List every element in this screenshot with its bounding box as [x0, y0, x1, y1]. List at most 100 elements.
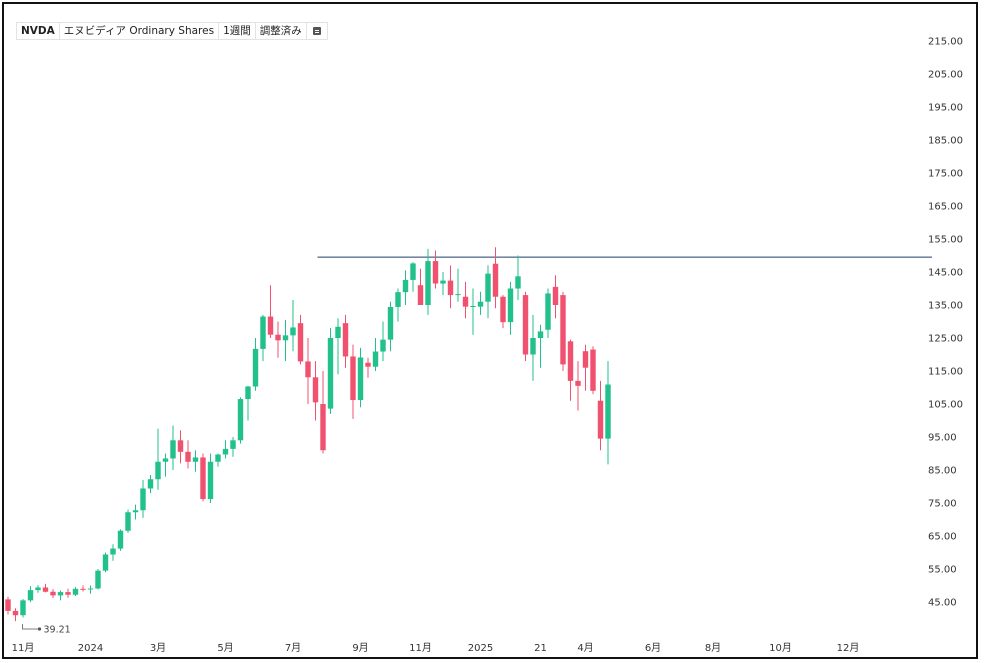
low-marker-dot [37, 627, 42, 631]
candle-body-up [537, 331, 544, 338]
candle-body-down [185, 451, 191, 462]
candle [230, 437, 236, 457]
candle-body-up [110, 548, 116, 555]
candle [582, 344, 589, 391]
list-icon[interactable] [305, 22, 328, 40]
candle [245, 385, 251, 421]
candle [170, 425, 176, 470]
time-tick-label: 6月 [645, 642, 661, 654]
candle-body-down [177, 440, 184, 452]
adjustment-label[interactable]: 調整済み [254, 22, 307, 40]
candle [410, 262, 416, 292]
candle-body-down [312, 377, 319, 403]
candle [485, 265, 491, 319]
candle-body-up [20, 600, 26, 616]
candles-layer [5, 247, 611, 622]
candle [50, 589, 56, 599]
candle-body-down [552, 286, 559, 305]
candle-body-down [275, 334, 281, 341]
candle [567, 339, 574, 401]
candle [12, 608, 19, 622]
candle-body-up [455, 294, 461, 296]
candle [132, 504, 139, 520]
candle-body-down [42, 587, 49, 592]
price-axis[interactable]: 45.00 55.00 65.00 75.00 85.00 95.00 105.00 115.… [928, 37, 963, 609]
candle-body-up [515, 276, 521, 289]
candle-body-down [567, 341, 574, 381]
candle [387, 301, 394, 352]
candle-body-up [485, 273, 491, 302]
candle-body-down [80, 588, 86, 590]
low-annotation: 39.21 [22, 624, 71, 636]
candle [552, 275, 559, 319]
price-tick-label: 55.00 [928, 565, 957, 576]
candle [110, 544, 116, 561]
candle-body-up [57, 592, 64, 596]
candle-body-up [237, 399, 244, 441]
candle [500, 295, 506, 329]
candle [20, 599, 26, 618]
candle-body-down [582, 351, 589, 368]
time-tick-label: 3月 [150, 642, 166, 654]
candle-body-down [417, 285, 424, 305]
time-axis[interactable]: 11月 2024 3月 5月 7月 9月 11月 2025 21 4月 6月 8月 10月 12月 [12, 642, 860, 654]
candle-body-down [50, 591, 56, 596]
price-tick-label: 165.00 [928, 202, 963, 213]
price-tick-label: 125.00 [928, 334, 963, 345]
candle [350, 344, 356, 419]
candle-body-up [530, 338, 536, 355]
low-marker-line [22, 624, 40, 630]
candle [102, 552, 109, 573]
candle [395, 288, 401, 322]
symbol-ticker[interactable]: NVDA [16, 22, 60, 40]
candle-body-up [95, 570, 101, 589]
candle-body-up [282, 335, 289, 341]
candle [200, 453, 206, 502]
price-tick-label: 175.00 [928, 169, 963, 180]
candle-body-down [65, 592, 71, 595]
candle-body-up [155, 461, 161, 480]
candle [252, 338, 259, 391]
candle-body-down [597, 400, 604, 439]
candle-body-up [245, 386, 251, 400]
interval-label[interactable]: 1週間 [218, 22, 256, 40]
price-tick-label: 105.00 [928, 400, 963, 411]
price-tick-label: 95.00 [928, 433, 957, 444]
time-tick-label: 7月 [285, 642, 301, 654]
candle-body-down [365, 362, 371, 367]
candle [275, 321, 281, 358]
time-tick-label: 2025 [468, 643, 493, 654]
candle [267, 285, 274, 338]
price-tick-label: 215.00 [928, 37, 963, 48]
candle-body-up [470, 305, 476, 307]
candle [432, 250, 439, 289]
candle [237, 397, 244, 444]
time-tick-label: 5月 [217, 642, 233, 654]
candle [222, 440, 229, 459]
candle [215, 453, 221, 467]
candle-body-down [462, 296, 469, 307]
candle [515, 255, 521, 301]
low-value-label: 39.21 [44, 625, 71, 636]
price-tick-label: 135.00 [928, 301, 963, 312]
candle [297, 314, 304, 365]
candle [365, 357, 371, 378]
candle [560, 291, 566, 371]
candle-body-down [500, 296, 506, 323]
candle [492, 247, 499, 309]
candle [425, 248, 431, 315]
candle [545, 288, 551, 338]
candle-body-up [170, 440, 176, 459]
candle-body-up [605, 384, 611, 439]
candle-body-down [350, 356, 356, 401]
candle [455, 268, 461, 302]
candle [537, 324, 544, 368]
candle-body-down [5, 599, 11, 611]
candle [27, 586, 34, 602]
candle-body-up [102, 554, 109, 571]
candle-body-up [507, 288, 514, 323]
candle-body-up [327, 338, 334, 409]
candle [117, 529, 124, 551]
